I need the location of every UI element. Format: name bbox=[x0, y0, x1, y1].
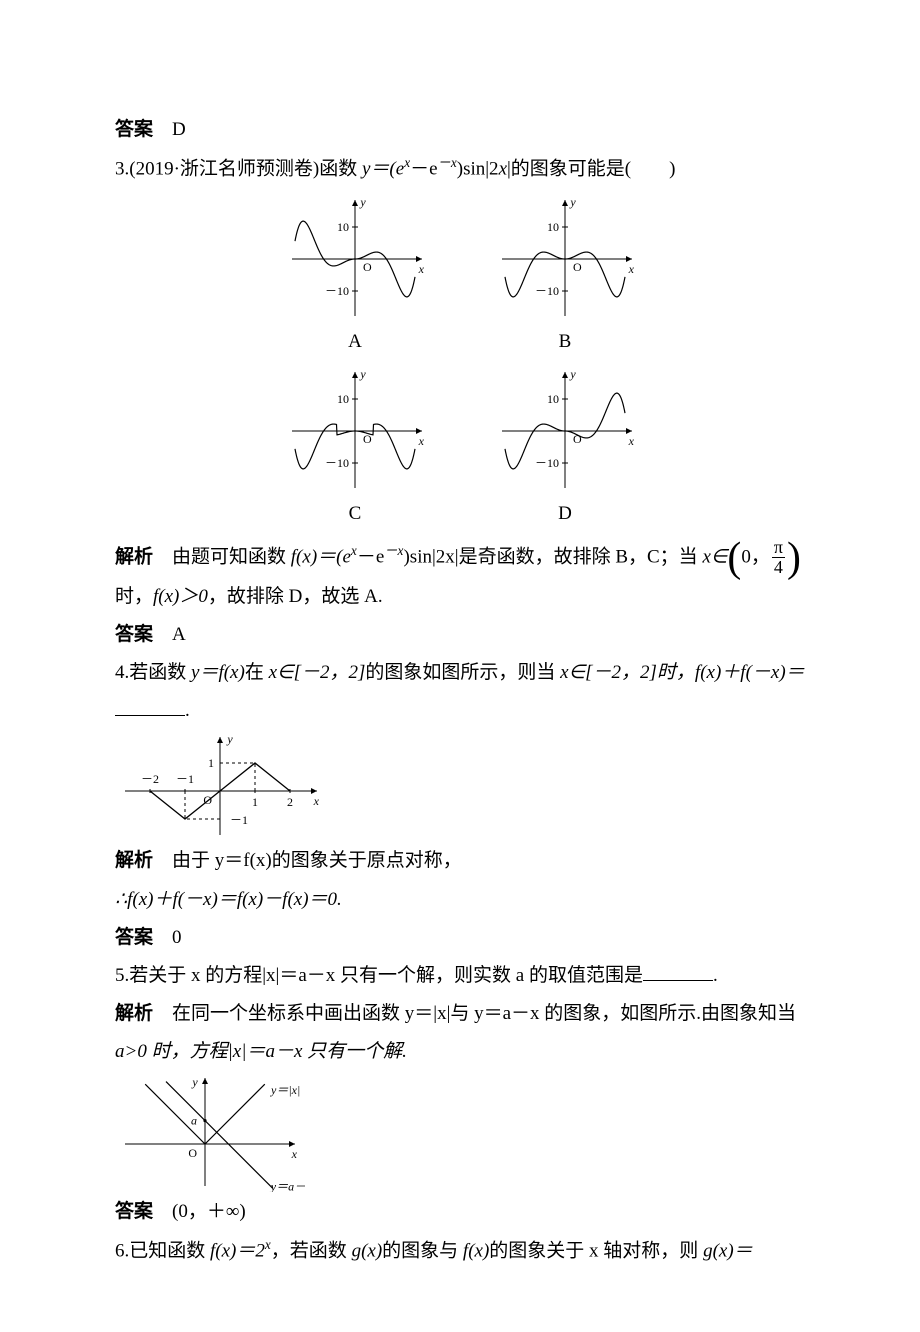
analysis-label: 解析 bbox=[115, 850, 153, 871]
q3-graphs-row1: y x O 10 －10 A y x O 10 －10 B bbox=[115, 194, 805, 360]
answer-value: 0 bbox=[172, 927, 182, 948]
svg-text:10: 10 bbox=[337, 220, 349, 234]
svg-text:－10: －10 bbox=[535, 456, 559, 470]
svg-text:－1: －1 bbox=[230, 813, 248, 827]
svg-text:－10: －10 bbox=[535, 284, 559, 298]
svg-text:O: O bbox=[363, 260, 372, 274]
answer-label: 答案 bbox=[115, 927, 153, 948]
q3-graph-b: y x O 10 －10 bbox=[490, 194, 640, 324]
svg-text:x: x bbox=[628, 262, 635, 276]
q3-graph-c: yxO10－10 bbox=[280, 366, 430, 496]
q3-label-a: A bbox=[280, 324, 430, 360]
q4-graph-wrap: yxO－2－1121－1 bbox=[115, 731, 805, 841]
answer-value: D bbox=[172, 119, 186, 140]
svg-text:x: x bbox=[291, 1147, 298, 1161]
q3-graph-d: yxO10－10 bbox=[490, 366, 640, 496]
svg-text:－1: －1 bbox=[176, 772, 194, 786]
answer-label: 答案 bbox=[115, 119, 153, 140]
svg-text:－2: －2 bbox=[141, 772, 159, 786]
svg-text:－10: －10 bbox=[325, 284, 349, 298]
q5-answer: 答案 (0，＋∞) bbox=[115, 1194, 805, 1230]
svg-text:x: x bbox=[418, 262, 425, 276]
analysis-label: 解析 bbox=[115, 546, 153, 567]
svg-text:10: 10 bbox=[547, 220, 559, 234]
answer-label: 答案 bbox=[115, 1201, 153, 1222]
q3-graph-a: y x O 10 －10 bbox=[280, 194, 430, 324]
svg-text:y: y bbox=[569, 195, 576, 209]
q5-stem: 5.若关于 x 的方程|x|＝a－x 只有一个解，则实数 a 的取值范围是. bbox=[115, 958, 805, 994]
svg-text:x: x bbox=[628, 434, 635, 448]
q3-source: (2019·浙江名师预测卷) bbox=[129, 158, 319, 179]
q3-label-c: C bbox=[280, 496, 430, 532]
svg-text:y: y bbox=[569, 367, 576, 381]
svg-text:y: y bbox=[191, 1075, 198, 1089]
q4-number: 4. bbox=[115, 662, 129, 683]
svg-text:y＝a－x: y＝a－x bbox=[270, 1179, 305, 1192]
q3-stem: 3.(2019·浙江名师预测卷)函数 y＝(ex－e－x)sin|2x|的图象可… bbox=[115, 150, 805, 187]
q5-analysis-line1: 解析 在同一个坐标系中画出函数 y＝|x|与 y＝a－x 的图象，如图所示.由图… bbox=[115, 996, 805, 1032]
svg-text:10: 10 bbox=[547, 392, 559, 406]
q3-answer: 答案 A bbox=[115, 617, 805, 653]
svg-text:2: 2 bbox=[287, 795, 293, 809]
svg-text:y＝|x|: y＝|x| bbox=[270, 1083, 300, 1097]
q6-stem: 6.已知函数 f(x)＝2x，若函数 g(x)的图象与 f(x)的图象关于 x … bbox=[115, 1232, 805, 1269]
answer-label: 答案 bbox=[115, 624, 153, 645]
svg-text:10: 10 bbox=[337, 392, 349, 406]
svg-text:y: y bbox=[359, 367, 366, 381]
svg-text:－10: －10 bbox=[325, 456, 349, 470]
q4-analysis-line1: 解析 由于 y＝f(x)的图象关于原点对称， bbox=[115, 843, 805, 879]
q3-label-b: B bbox=[490, 324, 640, 360]
prev-answer: 答案 D bbox=[115, 112, 805, 148]
svg-text:a: a bbox=[191, 1114, 197, 1128]
q4-stem: 4.若函数 y＝f(x)在 x∈[－2，2]的图象如图所示，则当 x∈[－2，2… bbox=[115, 655, 805, 691]
q6-number: 6. bbox=[115, 1240, 129, 1261]
svg-text:y: y bbox=[359, 195, 366, 209]
q4-graph: yxO－2－1121－1 bbox=[115, 731, 325, 841]
q3-label-d: D bbox=[490, 496, 640, 532]
q5-number: 5. bbox=[115, 965, 129, 986]
svg-text:O: O bbox=[573, 260, 582, 274]
q3-analysis-line1: 解析 由题可知函数 f(x)＝(ex－e－x)sin|2x|是奇函数，故排除 B… bbox=[115, 538, 805, 577]
svg-text:1: 1 bbox=[252, 795, 258, 809]
q5-graph-wrap: y x Oy＝|x| y＝a－x a bbox=[115, 1072, 805, 1192]
q3-graphs-row2: yxO10－10 C yxO10－10 D bbox=[115, 366, 805, 532]
answer-value: A bbox=[172, 624, 186, 645]
q4-answer: 答案 0 bbox=[115, 920, 805, 956]
q3-analysis-line2: 时，f(x)＞0，故排除 D，故选 A. bbox=[115, 579, 805, 615]
analysis-label: 解析 bbox=[115, 1003, 153, 1024]
svg-text:1: 1 bbox=[208, 756, 214, 770]
q5-analysis-line2: a>0 时，方程|x|＝a－x 只有一个解. bbox=[115, 1034, 805, 1070]
svg-text:x: x bbox=[313, 794, 320, 808]
svg-text:y: y bbox=[226, 732, 233, 746]
q3-number: 3. bbox=[115, 158, 129, 179]
svg-text:x: x bbox=[418, 434, 425, 448]
q4-blank: . bbox=[115, 693, 805, 729]
q5-graph: y x Oy＝|x| y＝a－x a bbox=[115, 1072, 305, 1192]
svg-text:O: O bbox=[188, 1146, 197, 1160]
answer-value: (0，＋∞) bbox=[172, 1201, 246, 1222]
q4-analysis-line2: ∴f(x)＋f(－x)＝f(x)－f(x)＝0. bbox=[115, 882, 805, 918]
